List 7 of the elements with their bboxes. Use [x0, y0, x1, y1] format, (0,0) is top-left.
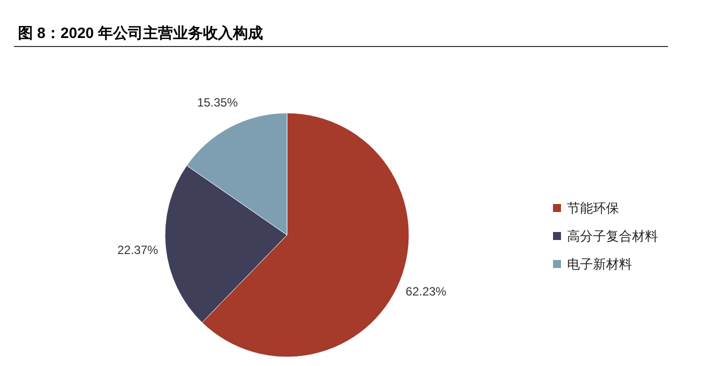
chart-title: 图 8：2020 年公司主营业务收入构成: [18, 24, 264, 42]
data-label: 15.35%: [197, 95, 238, 110]
legend-label: 节能环保: [567, 200, 619, 216]
legend-label: 高分子复合材料: [567, 228, 658, 244]
data-label: 22.37%: [117, 242, 158, 257]
data-label: 62.23%: [406, 284, 447, 299]
legend-label: 电子新材料: [567, 256, 632, 272]
